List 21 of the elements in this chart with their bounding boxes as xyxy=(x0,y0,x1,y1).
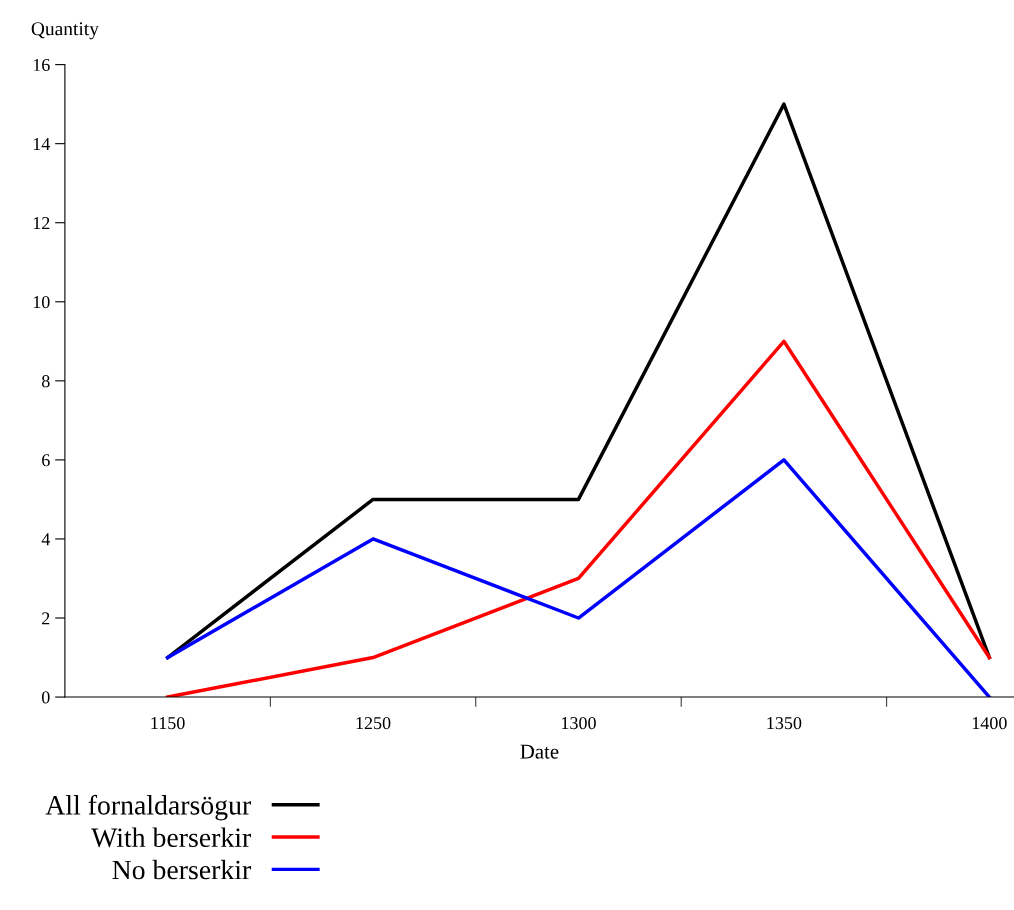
legend-label: No berserkir xyxy=(112,859,251,880)
legend-label: With berserkir xyxy=(91,827,251,848)
x-axis-title: Date xyxy=(520,744,559,759)
x-tick-label: 1300 xyxy=(562,717,596,730)
x-tick-label: 1250 xyxy=(356,717,391,730)
x-tick-label: 1350 xyxy=(767,717,802,730)
y-tick-label: 6 xyxy=(42,454,50,467)
line-series xyxy=(165,339,992,698)
y-axis-title: Quantity xyxy=(31,22,99,40)
y-tick-label: 14 xyxy=(33,138,51,150)
y-tick-label: 4 xyxy=(41,533,51,546)
y-tick-label: 16 xyxy=(33,58,50,72)
y-tick-label: 10 xyxy=(33,296,50,309)
x-tick-label: 1150 xyxy=(151,717,185,730)
legend-label: All fornaldarsögur xyxy=(45,794,251,821)
y-tick-label: 8 xyxy=(41,375,50,388)
y-tick-label: 12 xyxy=(33,217,50,229)
y-tick-label: 2 xyxy=(42,612,50,625)
y-tick-label: 0 xyxy=(41,691,50,704)
line-series xyxy=(165,458,992,698)
x-tick-label: 1400 xyxy=(972,717,1007,730)
